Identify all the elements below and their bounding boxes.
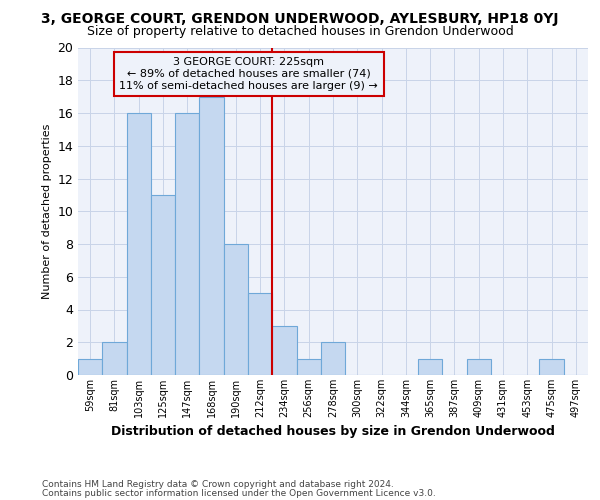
Bar xyxy=(296,358,321,375)
Text: Contains public sector information licensed under the Open Government Licence v3: Contains public sector information licen… xyxy=(42,489,436,498)
Text: Contains HM Land Registry data © Crown copyright and database right 2024.: Contains HM Land Registry data © Crown c… xyxy=(42,480,394,489)
Y-axis label: Number of detached properties: Number of detached properties xyxy=(42,124,52,299)
Bar xyxy=(102,342,127,375)
Bar xyxy=(418,358,442,375)
Bar xyxy=(199,96,224,375)
Bar xyxy=(224,244,248,375)
Bar xyxy=(78,358,102,375)
Text: 3, GEORGE COURT, GRENDON UNDERWOOD, AYLESBURY, HP18 0YJ: 3, GEORGE COURT, GRENDON UNDERWOOD, AYLE… xyxy=(41,12,559,26)
Bar xyxy=(151,195,175,375)
X-axis label: Distribution of detached houses by size in Grendon Underwood: Distribution of detached houses by size … xyxy=(111,426,555,438)
Bar xyxy=(272,326,296,375)
Bar xyxy=(248,293,272,375)
Bar xyxy=(467,358,491,375)
Bar xyxy=(175,113,199,375)
Bar xyxy=(539,358,564,375)
Bar xyxy=(321,342,345,375)
Text: 3 GEORGE COURT: 225sqm
← 89% of detached houses are smaller (74)
11% of semi-det: 3 GEORGE COURT: 225sqm ← 89% of detached… xyxy=(119,58,378,90)
Bar xyxy=(127,113,151,375)
Text: Size of property relative to detached houses in Grendon Underwood: Size of property relative to detached ho… xyxy=(86,25,514,38)
